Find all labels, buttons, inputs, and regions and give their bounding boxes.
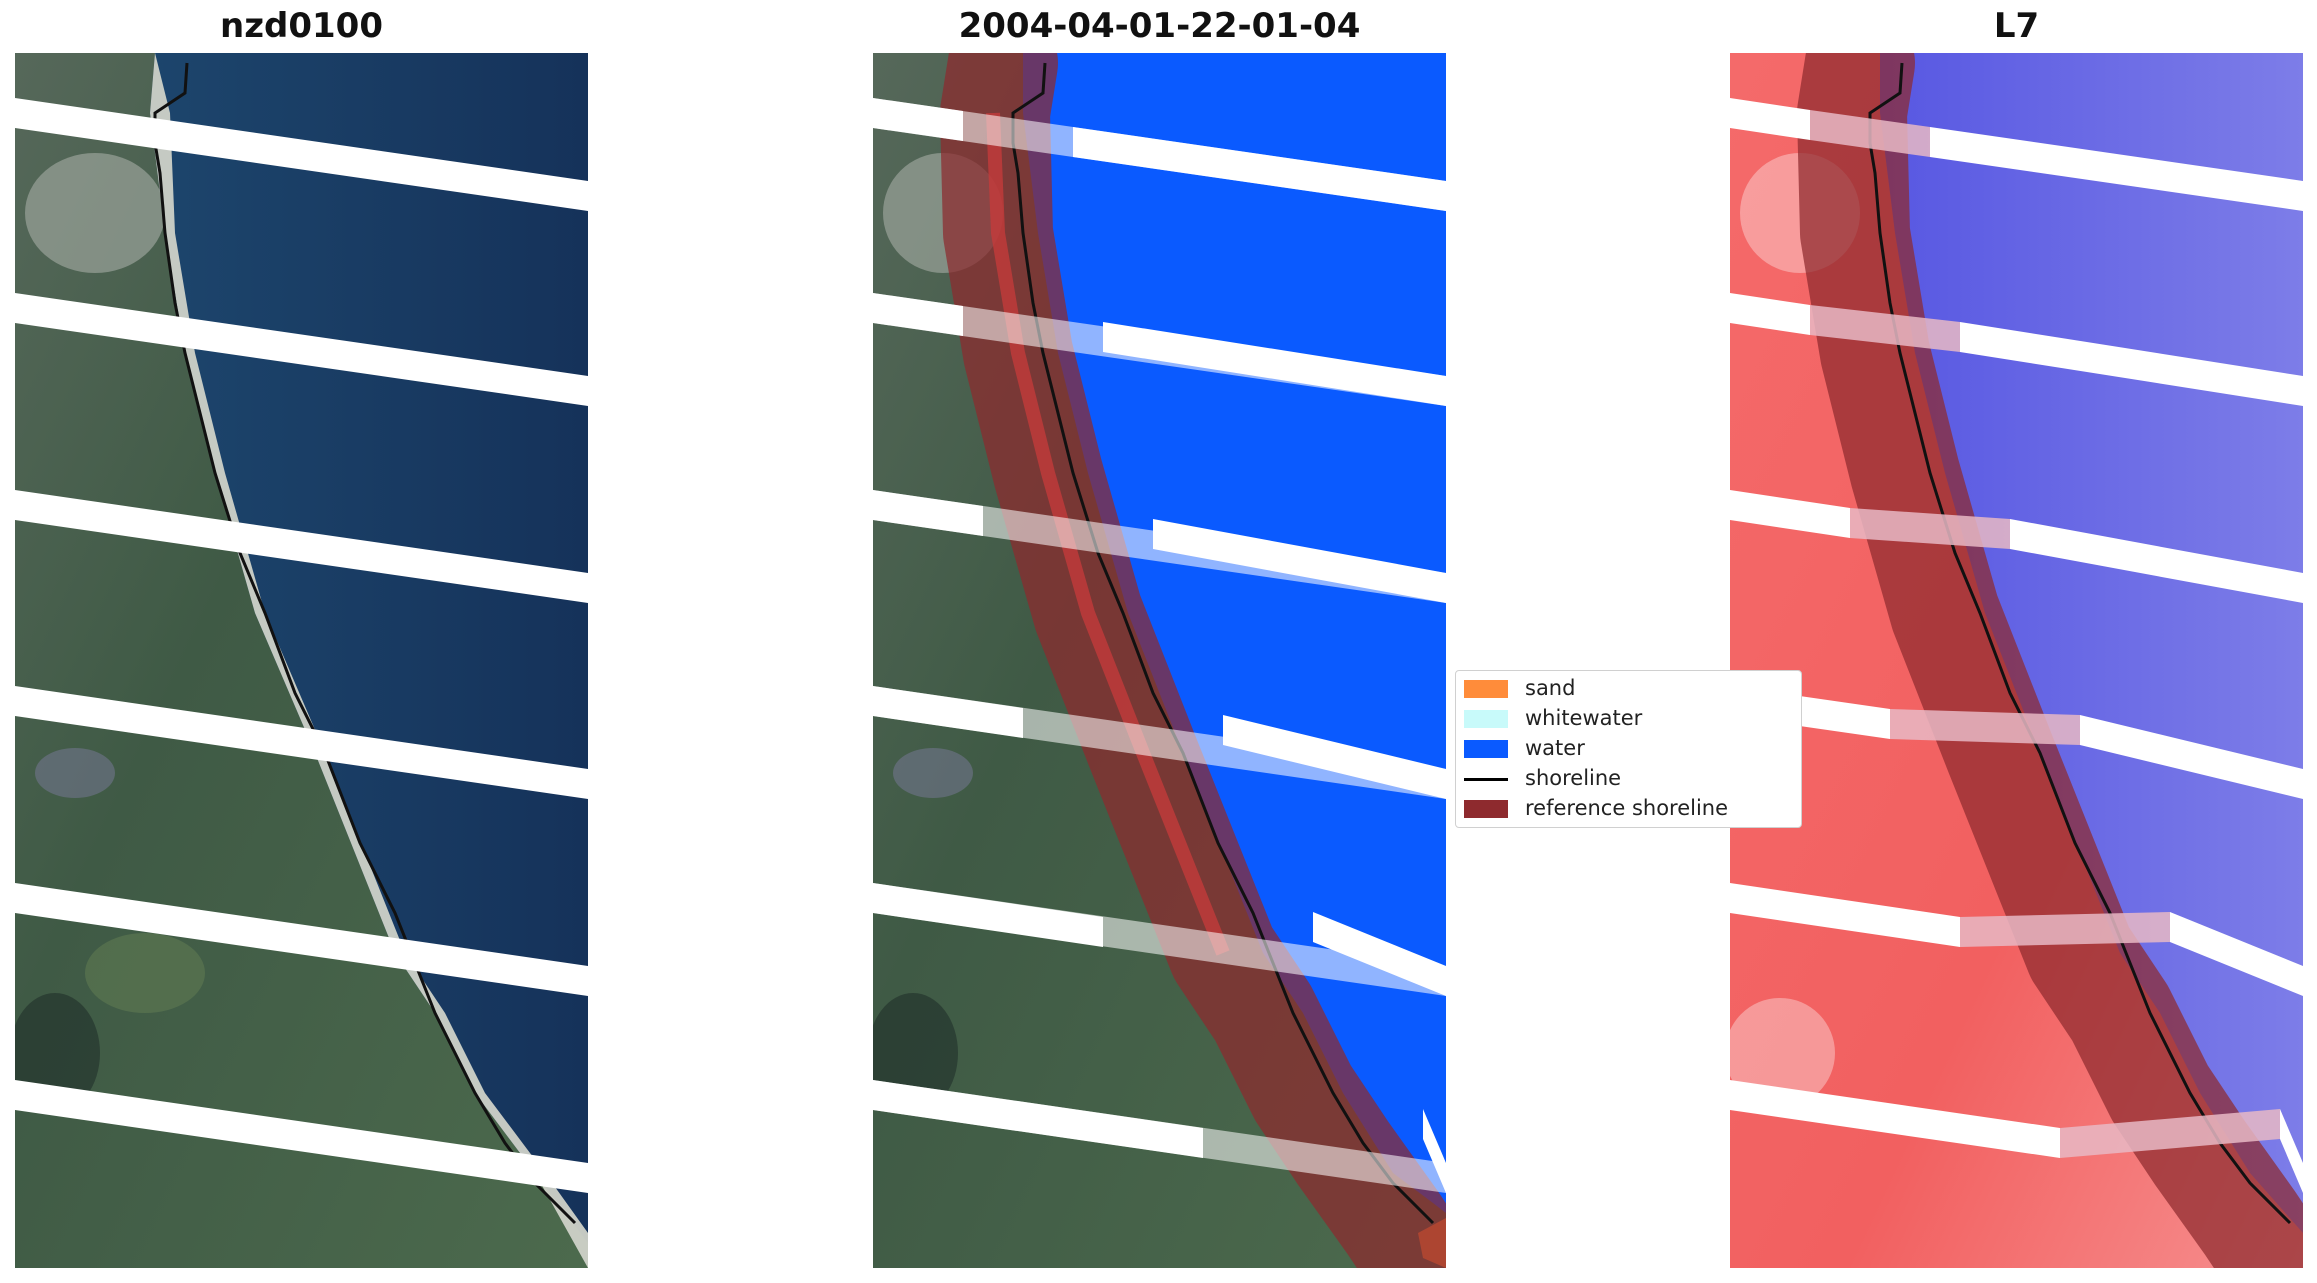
left-satellite-image [15,53,588,1268]
sand-swatch [1464,680,1508,698]
legend-label-water: water [1525,736,1585,760]
legend-label-whitewater: whitewater [1525,706,1643,730]
scan-line-gaps [15,98,588,1193]
water-swatch [1464,740,1508,758]
middle-classified-image [873,53,1446,1268]
bright-patch [1730,998,1835,1108]
scan-line-gaps-buffer [1810,110,2280,1158]
shoreline-swatch [1464,778,1508,781]
legend-item-shoreline: shoreline [1456,764,1801,794]
cloud-patch [25,153,165,273]
right-panel-title: L7 [1993,6,2040,46]
legend-item-water: water [1456,734,1801,764]
field-patch [35,748,115,798]
dark-vegetation [873,993,958,1113]
right-index-image [1730,53,2303,1268]
legend-item-reference-shoreline: reference shoreline [1456,794,1801,824]
legend-label-sand: sand [1525,676,1576,700]
left-panel-title: nzd0100 [220,6,383,46]
scan-line-gaps-solid [873,98,1446,1193]
scan-line-gaps [1730,98,2303,1193]
middle-panel-title: 2004-04-01-22-01-04 [958,6,1361,46]
legend-label-shoreline: shoreline [1525,766,1622,790]
legend-item-whitewater: whitewater [1456,704,1801,734]
legend-label-reference-shoreline: reference shoreline [1525,796,1729,820]
field-patch [893,748,973,798]
dark-vegetation [15,993,100,1113]
legend-item-sand: sand [1456,674,1801,704]
field-patch [85,933,205,1013]
reference-shoreline-swatch [1464,800,1508,818]
whitewater-swatch [1464,710,1508,728]
legend: sand whitewater water shoreline referenc… [1455,670,1802,828]
